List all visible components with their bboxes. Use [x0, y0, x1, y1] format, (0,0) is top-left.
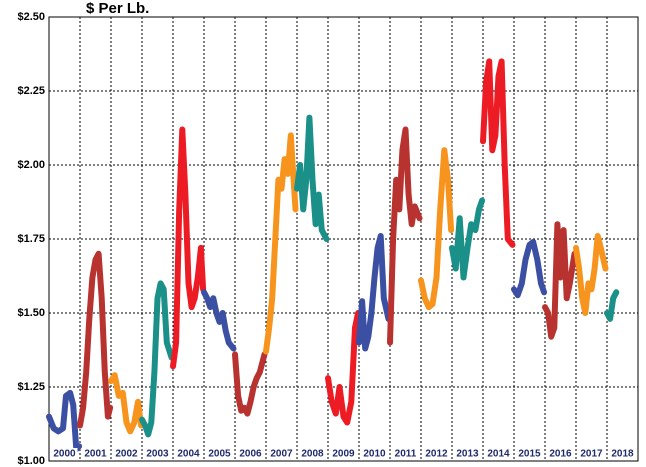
x-tick-label: 2004 [177, 449, 200, 460]
x-label-bg [82, 448, 109, 459]
x-tick-label: 2005 [208, 449, 231, 460]
series-line [542, 221, 578, 340]
y-tick-label: $1.00 [17, 455, 45, 467]
series-line [294, 114, 330, 242]
x-tick-label: 2009 [332, 449, 355, 460]
x-label-bg [237, 448, 264, 459]
x-tick-label: 2013 [456, 449, 479, 460]
x-tick-label: 2017 [580, 449, 603, 460]
x-label-bg [392, 448, 419, 459]
series-line [325, 310, 362, 426]
x-tick-label: 2016 [549, 449, 572, 460]
x-tick-label: 2000 [53, 449, 76, 460]
x-label-bg [330, 448, 357, 459]
x-tick-label: 2011 [395, 449, 417, 460]
y-tick-label: $2.50 [17, 11, 45, 23]
series-line [418, 147, 455, 311]
x-label-bg [144, 448, 171, 459]
x-label-bg [547, 448, 574, 459]
y-tick-label: $1.50 [17, 307, 45, 319]
x-tick-label: 2003 [146, 449, 169, 460]
series-line [387, 126, 423, 346]
x-tick-label: 2018 [611, 449, 634, 460]
y-tick-label: $1.25 [17, 381, 45, 393]
x-label-bg [578, 448, 605, 459]
y-tick-label: $1.75 [17, 233, 45, 245]
x-label-bg [268, 448, 295, 459]
series-line [108, 372, 145, 435]
x-tick-label: 2001 [84, 449, 107, 460]
series-line [46, 389, 83, 453]
x-label-bg [609, 448, 636, 459]
x-label-bg [454, 448, 481, 459]
series-line [201, 289, 237, 352]
series-line [232, 351, 268, 417]
x-label-bg [299, 448, 326, 459]
chart-title: $ Per Lb. [86, 0, 149, 17]
x-tick-label: 2015 [518, 449, 541, 460]
x-label-bg [51, 448, 78, 459]
series-line [604, 289, 620, 322]
x-label-bg [206, 448, 233, 459]
plot-frame [48, 16, 639, 462]
x-tick-label: 2007 [270, 449, 293, 460]
series-line [480, 58, 516, 248]
x-label-bg [175, 448, 202, 459]
y-tick-label: $2.00 [17, 159, 45, 171]
series-line [170, 126, 207, 370]
series-line [573, 233, 609, 316]
x-tick-label: 2012 [425, 449, 448, 460]
series-line [356, 233, 392, 352]
x-tick-label: 2002 [115, 449, 138, 460]
series-line [77, 250, 114, 429]
series-line [139, 280, 175, 438]
x-label-bg [485, 448, 512, 459]
x-tick-label: 2014 [487, 449, 510, 460]
x-tick-label: 2008 [301, 449, 324, 460]
x-tick-label: 2006 [239, 449, 262, 460]
series-line [449, 197, 486, 281]
y-tick-label: $2.25 [17, 85, 45, 97]
series-line [511, 239, 548, 299]
series-line [263, 132, 299, 355]
x-label-bg [113, 448, 140, 459]
x-label-bg [423, 448, 450, 459]
x-label-bg [516, 448, 543, 459]
x-tick-label: 2010 [363, 449, 386, 460]
x-label-bg [361, 448, 388, 459]
